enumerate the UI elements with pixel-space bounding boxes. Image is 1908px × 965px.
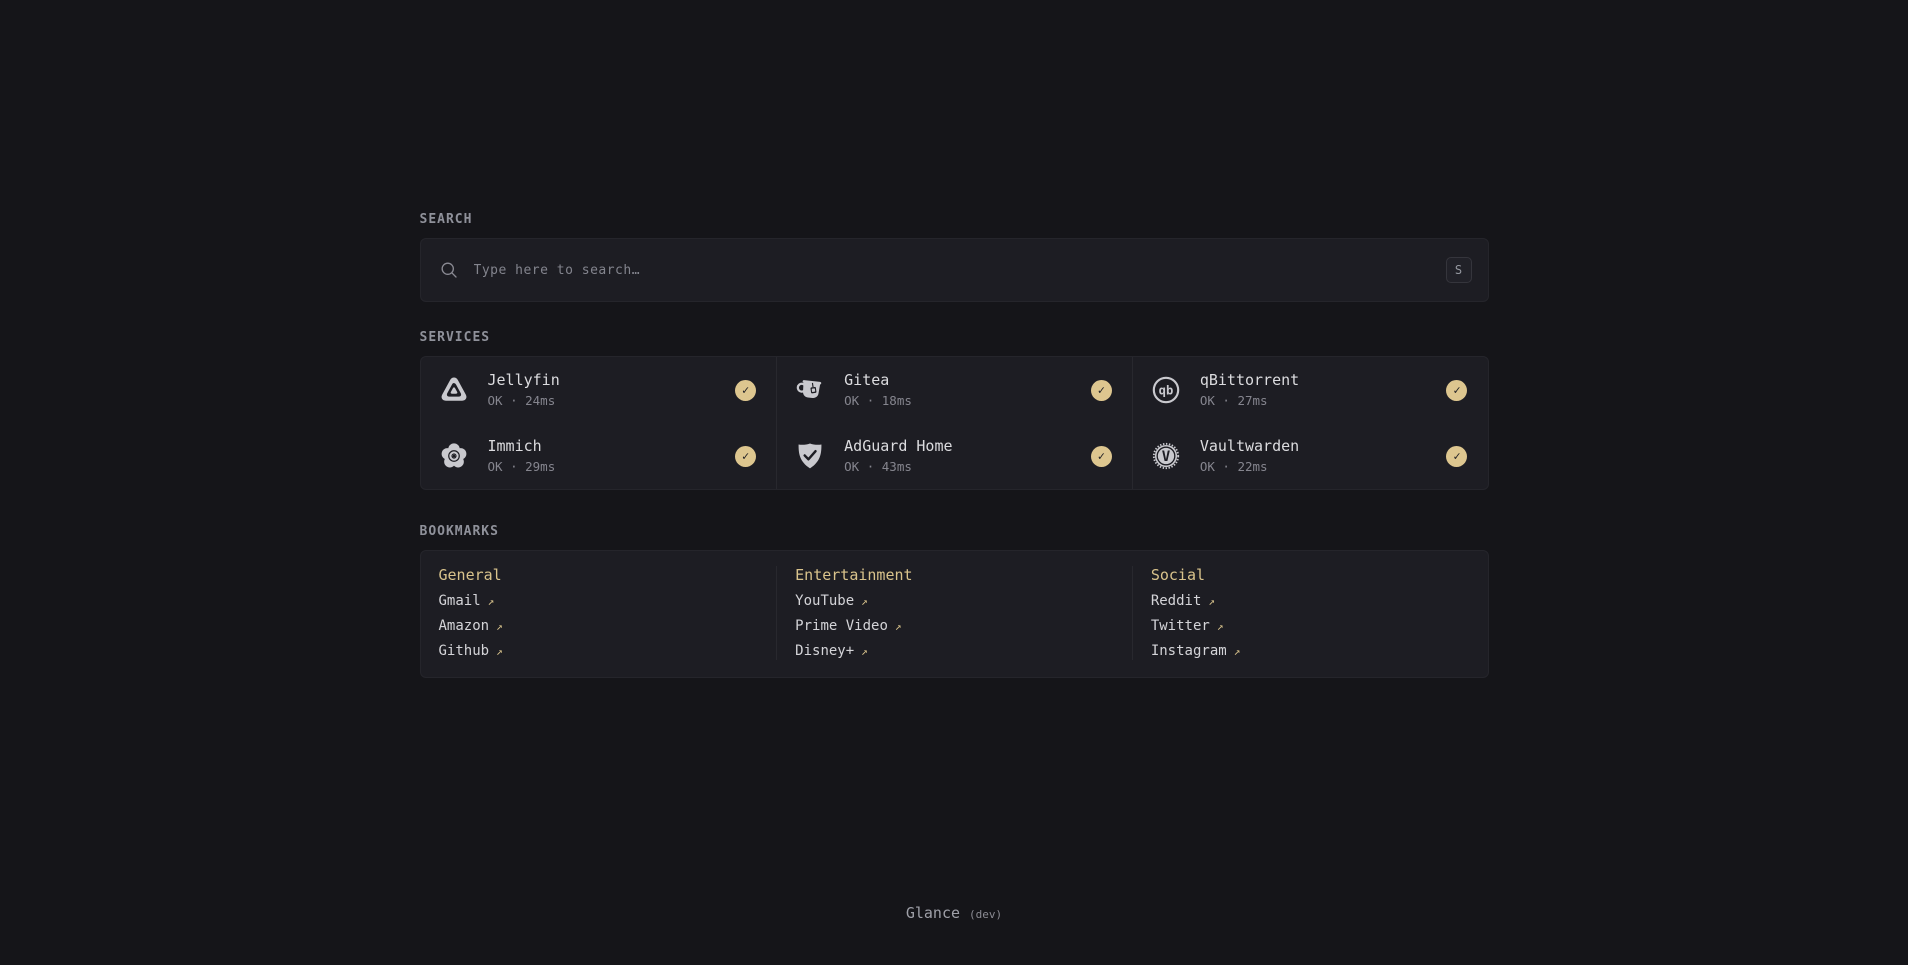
service-name: qBittorrent bbox=[1199, 371, 1300, 389]
external-link-arrow-icon: ↗ bbox=[1208, 594, 1216, 608]
external-link-arrow-icon: ↗ bbox=[487, 594, 495, 608]
bookmark-link-label: Instagram bbox=[1150, 643, 1227, 659]
external-link-arrow-icon: ↗ bbox=[861, 644, 868, 658]
bookmark-link-twitter[interactable]: Twitter ↗ bbox=[1151, 617, 1468, 635]
bookmark-link-instagram[interactable]: Instagram ↗ bbox=[1151, 642, 1468, 660]
footer-app-name: Glance bbox=[905, 904, 961, 922]
service-name: Jellyfin bbox=[487, 371, 560, 389]
services-card: Jellyfin OK · 24ms ✓ bbox=[419, 356, 1489, 490]
bookmark-link-youtube[interactable]: YouTube ↗ bbox=[795, 592, 1112, 610]
service-text: Gitea OK · 18ms bbox=[844, 371, 1091, 409]
bookmarks-section-label: BOOKMARKS bbox=[419, 524, 499, 539]
bookmark-group-title: Social bbox=[1150, 566, 1206, 584]
search-shortcut-key: S bbox=[1445, 257, 1472, 283]
service-item-jellyfin[interactable]: Jellyfin OK · 24ms ✓ bbox=[421, 357, 777, 423]
bookmark-link-label: Prime Video bbox=[795, 618, 888, 634]
bookmark-link-disney-plus[interactable]: Disney+ ↗ bbox=[795, 642, 1112, 660]
qbittorrent-icon: qb bbox=[1151, 375, 1181, 405]
status-ok-badge: ✓ bbox=[1446, 445, 1468, 467]
status-ok-badge: ✓ bbox=[1090, 379, 1112, 401]
external-link-arrow-icon: ↗ bbox=[1216, 619, 1224, 633]
bookmark-group-title: Entertainment bbox=[795, 566, 913, 584]
bookmarks-card: General Gmail ↗ Amazon ↗ Github ↗ Entert… bbox=[419, 550, 1489, 678]
search-section-label: SEARCH bbox=[419, 212, 473, 227]
bookmark-group-entertainment: Entertainment YouTube ↗ Prime Video ↗ Di… bbox=[776, 566, 1132, 660]
service-status: OK · 24ms bbox=[487, 393, 556, 408]
services-section: SERVICES Jellyfin OK · 24ms ✓ bbox=[419, 330, 1489, 490]
bookmark-group-general: General Gmail ↗ Amazon ↗ Github ↗ bbox=[421, 566, 777, 660]
bookmark-link-label: Twitter bbox=[1150, 618, 1210, 634]
footer-build-label: (dev) bbox=[969, 908, 1003, 921]
check-icon: ✓ bbox=[1097, 449, 1105, 463]
service-name: AdGuard Home bbox=[844, 437, 953, 455]
bookmarks-section: BOOKMARKS General Gmail ↗ Amazon ↗ Githu… bbox=[419, 524, 1489, 678]
service-text: Immich OK · 29ms bbox=[488, 437, 736, 475]
external-link-arrow-icon: ↗ bbox=[894, 619, 902, 633]
status-ok-badge: ✓ bbox=[1090, 445, 1112, 467]
search-icon bbox=[439, 260, 459, 280]
bookmark-link-label: YouTube bbox=[795, 593, 855, 609]
bookmark-link-gmail[interactable]: Gmail ↗ bbox=[439, 592, 757, 610]
external-link-arrow-icon: ↗ bbox=[496, 619, 503, 633]
service-status: OK · 22ms bbox=[1199, 459, 1268, 474]
bookmark-link-github[interactable]: Github ↗ bbox=[439, 642, 757, 660]
bookmark-link-label: Github bbox=[438, 643, 490, 659]
service-item-vaultwarden[interactable]: V Vaultwarden OK · 22ms ✓ bbox=[1133, 423, 1488, 489]
services-column-3: qb qBittorrent OK · 27ms ✓ bbox=[1131, 357, 1488, 489]
service-item-adguard-home[interactable]: AdGuard Home OK · 43ms ✓ bbox=[777, 423, 1132, 489]
bookmark-link-amazon[interactable]: Amazon ↗ bbox=[439, 617, 757, 635]
check-icon: ✓ bbox=[742, 383, 750, 397]
service-text: Vaultwarden OK · 22ms bbox=[1200, 437, 1447, 475]
external-link-arrow-icon: ↗ bbox=[496, 644, 503, 658]
gitea-icon bbox=[795, 375, 825, 405]
check-icon: ✓ bbox=[742, 449, 750, 463]
status-ok-badge: ✓ bbox=[735, 379, 757, 401]
service-text: Jellyfin OK · 24ms bbox=[488, 371, 736, 409]
check-icon: ✓ bbox=[1453, 383, 1461, 397]
search-section: SEARCH S bbox=[419, 212, 1489, 302]
immich-icon bbox=[439, 441, 469, 471]
bookmark-link-reddit[interactable]: Reddit ↗ bbox=[1151, 592, 1468, 610]
jellyfin-icon bbox=[439, 375, 469, 405]
search-bar[interactable]: S bbox=[419, 238, 1489, 302]
bookmark-group-title: General bbox=[438, 566, 502, 584]
vaultwarden-icon-text: V bbox=[1162, 449, 1171, 465]
service-status: OK · 43ms bbox=[844, 459, 912, 474]
service-name: Vaultwarden bbox=[1199, 437, 1300, 455]
service-name: Gitea bbox=[844, 371, 890, 389]
service-text: qBittorrent OK · 27ms bbox=[1200, 371, 1447, 409]
service-text: AdGuard Home OK · 43ms bbox=[844, 437, 1091, 475]
external-link-arrow-icon: ↗ bbox=[1233, 644, 1241, 658]
bookmark-group-social: Social Reddit ↗ Twitter ↗ Instagram ↗ bbox=[1131, 566, 1488, 660]
service-status: OK · 18ms bbox=[844, 393, 912, 408]
qbittorrent-icon-text: qb bbox=[1159, 384, 1174, 398]
external-link-arrow-icon: ↗ bbox=[861, 594, 868, 608]
services-column-2: Gitea OK · 18ms ✓ AdGuar bbox=[776, 357, 1132, 489]
bookmark-link-label: Amazon bbox=[438, 618, 490, 634]
bookmark-link-label: Disney+ bbox=[795, 643, 855, 659]
service-item-qbittorrent[interactable]: qb qBittorrent OK · 27ms ✓ bbox=[1133, 357, 1488, 423]
bookmark-link-prime-video[interactable]: Prime Video ↗ bbox=[795, 617, 1112, 635]
services-column-1: Jellyfin OK · 24ms ✓ bbox=[421, 357, 777, 489]
dashboard-page: SEARCH S SERVICES bbox=[419, 0, 1489, 922]
service-item-gitea[interactable]: Gitea OK · 18ms ✓ bbox=[777, 357, 1132, 423]
bookmark-link-label: Reddit bbox=[1150, 593, 1202, 609]
check-icon: ✓ bbox=[1097, 383, 1105, 397]
service-item-immich[interactable]: Immich OK · 29ms ✓ bbox=[421, 423, 777, 489]
search-input[interactable] bbox=[473, 262, 1446, 278]
vaultwarden-icon: V bbox=[1151, 441, 1181, 471]
page-footer: Glance (dev) bbox=[420, 904, 1489, 922]
status-ok-badge: ✓ bbox=[735, 445, 757, 467]
service-status: OK · 29ms bbox=[487, 459, 556, 474]
service-name: Immich bbox=[487, 437, 542, 455]
check-icon: ✓ bbox=[1453, 449, 1461, 463]
service-status: OK · 27ms bbox=[1199, 393, 1268, 408]
services-section-label: SERVICES bbox=[419, 330, 491, 345]
adguard-icon bbox=[795, 441, 825, 471]
status-ok-badge: ✓ bbox=[1446, 379, 1468, 401]
bookmark-link-label: Gmail bbox=[438, 593, 481, 609]
